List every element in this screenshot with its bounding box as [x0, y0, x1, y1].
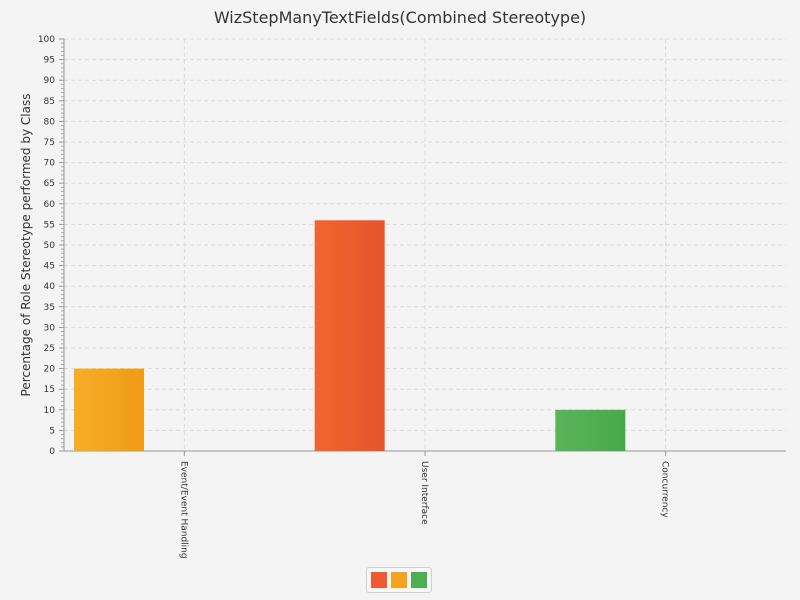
bars [74, 220, 625, 451]
y-tick-label: 45 [44, 262, 55, 272]
y-tick-label: 15 [44, 385, 55, 395]
y-tick-label: 65 [44, 179, 55, 189]
x-tick-label: Event/Event Handling [178, 461, 188, 559]
y-tick-label: 20 [44, 365, 56, 375]
grid [64, 39, 786, 451]
y-tick-label: 70 [44, 159, 56, 169]
bar [555, 410, 625, 451]
y-tick-label: 0 [49, 447, 55, 457]
bar [315, 220, 385, 451]
y-tick-label: 30 [44, 323, 56, 333]
y-tick-label: 75 [44, 138, 55, 148]
y-tick-label: 90 [44, 76, 56, 86]
y-tick-label: 35 [44, 303, 55, 313]
y-tick-label: 85 [44, 97, 55, 107]
legend-swatch [411, 572, 427, 588]
legend-swatch [391, 572, 407, 588]
y-tick-label: 40 [44, 282, 56, 292]
y-tick-label: 55 [44, 220, 55, 230]
y-tick-label: 60 [44, 200, 56, 210]
x-tick-label: User Interface [419, 461, 429, 525]
y-tick-label: 80 [44, 117, 56, 127]
y-axis-label: Percentage of Role Stereotype performed … [19, 94, 33, 397]
y-tick-label: 5 [49, 426, 55, 436]
legend [366, 567, 432, 593]
axes [59, 39, 786, 456]
legend-swatch [371, 572, 387, 588]
y-tick-label: 50 [44, 241, 56, 251]
y-tick-label: 100 [38, 35, 55, 45]
bar [74, 369, 144, 451]
y-tick-label: 25 [44, 344, 55, 354]
y-tick-label: 10 [44, 406, 56, 416]
y-tick-label: 95 [44, 56, 55, 66]
x-tick-label: Concurrency [660, 461, 670, 518]
